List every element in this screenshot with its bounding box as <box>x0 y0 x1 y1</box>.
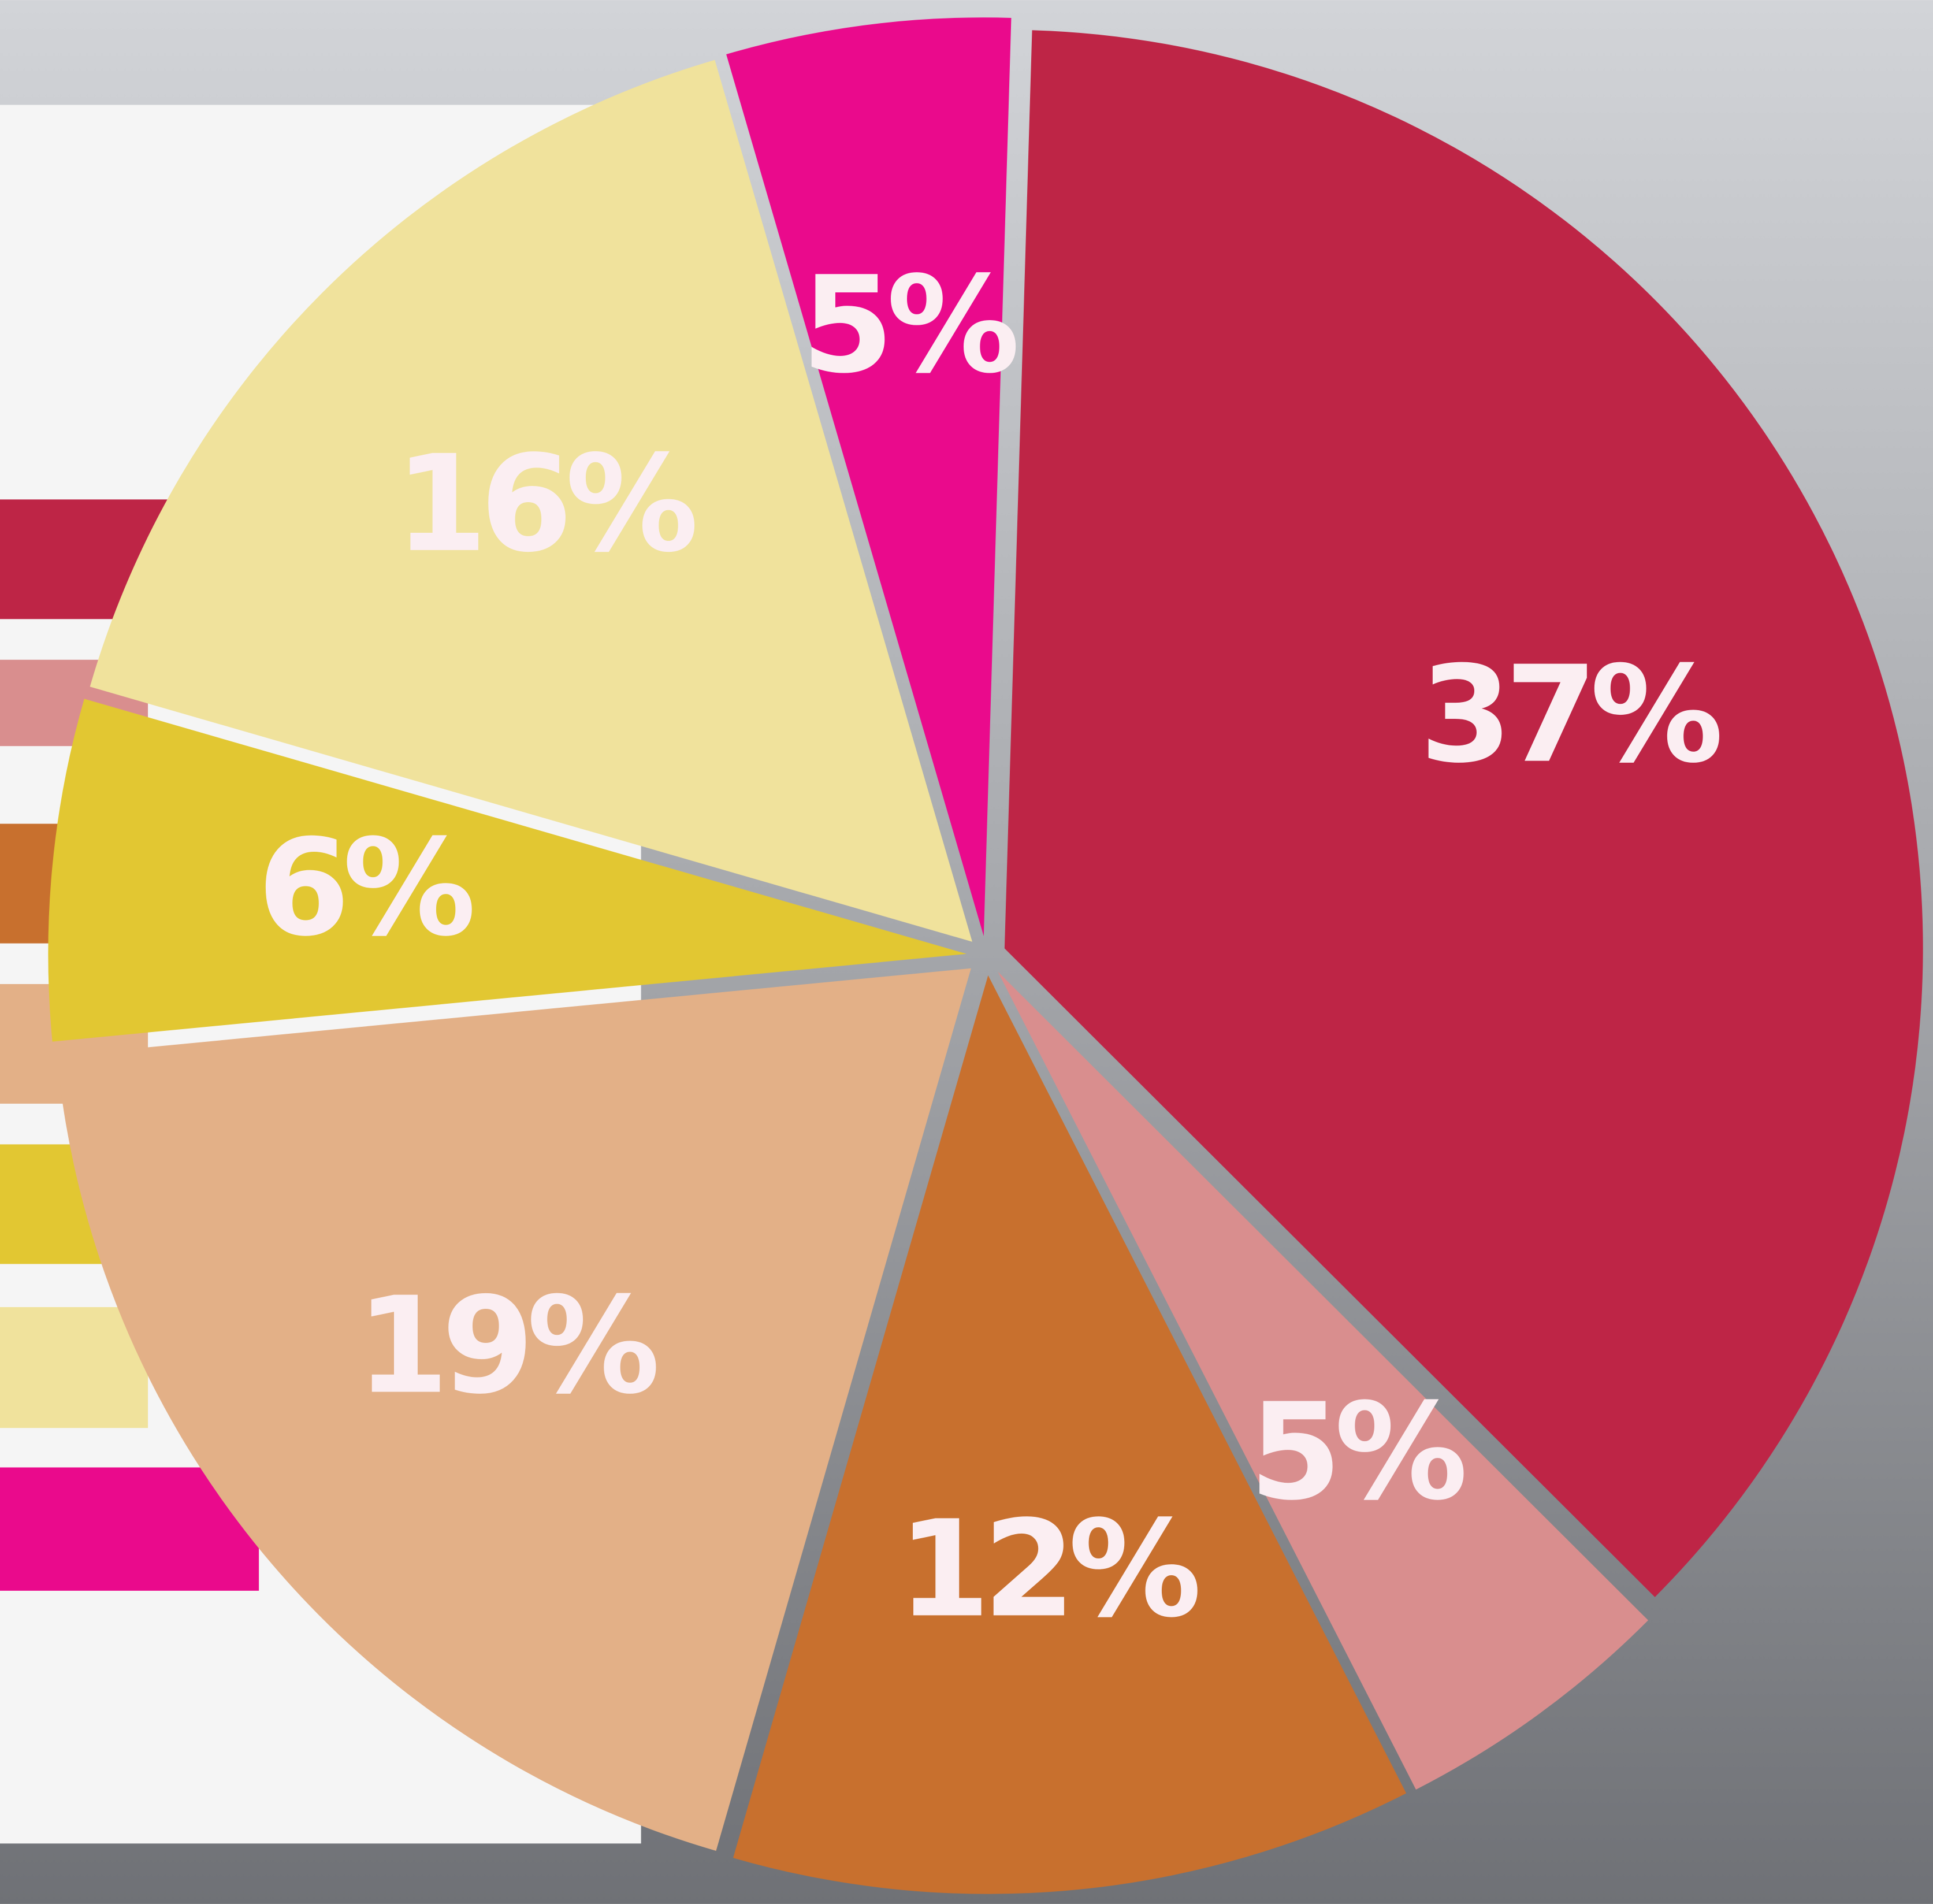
slice-label: 12% <box>898 1492 1198 1647</box>
chart: 37% 5% 12% 19% 6% 16% 5% <box>0 0 1933 1904</box>
slice-label: 5% <box>801 248 1016 403</box>
slice-label: 5% <box>1249 1375 1464 1530</box>
slice-label: 37% <box>1419 638 1719 793</box>
page: {"chart_data": {"type": "pie", "values":… <box>0 0 1933 1904</box>
slice-label: 16% <box>395 427 694 582</box>
slice-label: 6% <box>258 811 473 966</box>
slice-label: 19% <box>356 1269 656 1424</box>
